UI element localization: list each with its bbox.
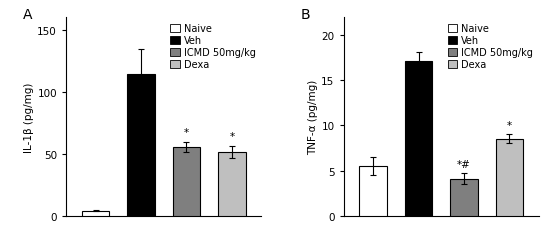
Bar [405,61,432,216]
Bar [173,148,200,216]
Bar [496,139,523,216]
Text: B: B [300,8,310,22]
Text: A: A [23,8,32,22]
Bar [360,166,387,216]
Bar [82,211,109,216]
Y-axis label: TNF-α (pg/mg): TNF-α (pg/mg) [309,79,318,154]
Text: *: * [229,131,234,141]
Text: *: * [507,120,512,130]
Bar [450,179,477,216]
Bar [218,152,245,216]
Bar [128,75,155,216]
Y-axis label: IL-1β (pg/mg): IL-1β (pg/mg) [24,82,35,152]
Text: *#: *# [457,159,471,169]
Legend: Naive, Veh, ICMD 50mg/kg, Dexa: Naive, Veh, ICMD 50mg/kg, Dexa [447,23,534,71]
Legend: Naive, Veh, ICMD 50mg/kg, Dexa: Naive, Veh, ICMD 50mg/kg, Dexa [169,23,257,71]
Text: *: * [184,128,189,138]
